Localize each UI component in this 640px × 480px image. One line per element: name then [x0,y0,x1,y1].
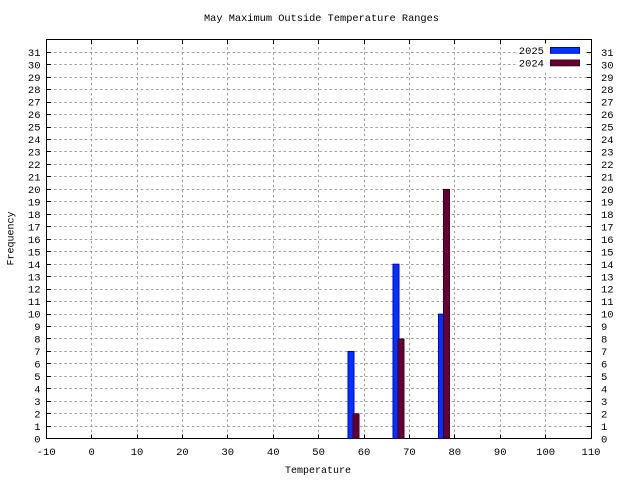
svg-text:8: 8 [601,335,607,347]
svg-text:15: 15 [28,247,41,259]
svg-text:22: 22 [601,160,614,172]
svg-text:28: 28 [601,85,614,97]
svg-text:27: 27 [601,98,614,110]
svg-text:28: 28 [28,85,41,97]
svg-text:9: 9 [34,322,40,334]
svg-text:25: 25 [28,123,41,135]
svg-text:Frequency: Frequency [6,212,18,266]
svg-text:13: 13 [601,272,614,284]
svg-text:25: 25 [601,123,614,135]
svg-text:30: 30 [28,60,41,72]
svg-text:70: 70 [403,447,416,459]
svg-text:26: 26 [601,110,614,122]
svg-text:30: 30 [601,60,614,72]
svg-text:4: 4 [34,385,40,397]
svg-text:0: 0 [34,434,40,446]
svg-text:17: 17 [601,222,614,234]
svg-text:May Maximum Outside Temperatur: May Maximum Outside Temperature Ranges [204,13,439,25]
svg-text:3: 3 [34,397,40,409]
svg-text:0: 0 [88,447,94,459]
svg-text:9: 9 [601,322,607,334]
svg-text:20: 20 [28,185,41,197]
svg-text:7: 7 [34,347,40,359]
svg-text:Temperature: Temperature [285,465,351,477]
svg-text:6: 6 [601,360,607,372]
svg-text:3: 3 [601,397,607,409]
svg-text:23: 23 [28,148,41,160]
svg-text:2: 2 [34,409,40,421]
svg-text:5: 5 [601,372,607,384]
svg-text:29: 29 [28,73,41,85]
svg-text:10: 10 [131,447,144,459]
svg-text:21: 21 [601,173,614,185]
svg-text:110: 110 [582,447,601,459]
svg-text:11: 11 [28,297,41,309]
svg-text:31: 31 [28,48,41,60]
svg-text:80: 80 [448,447,461,459]
svg-text:8: 8 [34,335,40,347]
svg-text:12: 12 [601,285,614,297]
svg-text:21: 21 [28,173,41,185]
svg-text:2025: 2025 [519,46,544,58]
svg-text:27: 27 [28,98,41,110]
svg-text:90: 90 [494,447,507,459]
svg-text:19: 19 [601,197,614,209]
svg-text:1: 1 [601,422,607,434]
svg-text:19: 19 [28,197,41,209]
svg-text:18: 18 [601,210,614,222]
svg-text:10: 10 [28,310,41,322]
svg-text:15: 15 [601,247,614,259]
svg-text:14: 14 [28,260,41,272]
svg-text:-10: -10 [37,447,56,459]
svg-text:24: 24 [601,135,614,147]
svg-text:22: 22 [28,160,41,172]
svg-text:20: 20 [176,447,189,459]
svg-text:26: 26 [28,110,41,122]
svg-text:60: 60 [358,447,371,459]
svg-text:11: 11 [601,297,614,309]
svg-text:2024: 2024 [519,59,544,71]
svg-text:16: 16 [28,235,41,247]
svg-text:10: 10 [601,310,614,322]
svg-text:17: 17 [28,222,41,234]
svg-text:12: 12 [28,285,41,297]
svg-text:13: 13 [28,272,41,284]
svg-text:40: 40 [267,447,280,459]
svg-text:6: 6 [34,360,40,372]
svg-text:30: 30 [221,447,234,459]
svg-text:20: 20 [601,185,614,197]
svg-text:2: 2 [601,409,607,421]
svg-text:31: 31 [601,48,614,60]
svg-text:5: 5 [34,372,40,384]
svg-text:14: 14 [601,260,614,272]
svg-text:1: 1 [34,422,40,434]
svg-text:16: 16 [601,235,614,247]
svg-text:50: 50 [312,447,325,459]
svg-text:7: 7 [601,347,607,359]
svg-text:18: 18 [28,210,41,222]
svg-text:4: 4 [601,385,607,397]
svg-text:29: 29 [601,73,614,85]
svg-text:100: 100 [536,447,555,459]
svg-text:23: 23 [601,148,614,160]
svg-text:24: 24 [28,135,41,147]
svg-text:0: 0 [601,434,607,446]
